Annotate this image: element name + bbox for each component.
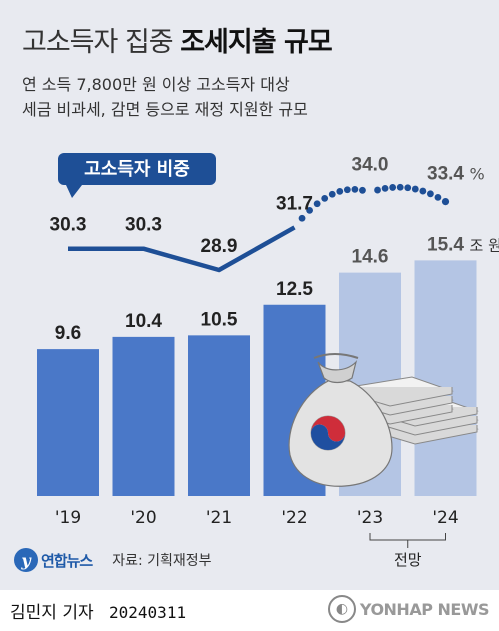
line-projection-dot: [321, 194, 329, 202]
legend-badge-pointer: [66, 185, 82, 198]
bar-value-label-4: 14.6: [352, 247, 389, 268]
line-value-label-5: 33.4: [427, 164, 464, 185]
title-light: 고소득자 집중: [22, 27, 174, 58]
forecast-bracket: [369, 533, 446, 541]
source-row: y 연합뉴스 자료: 기획재정부: [14, 545, 212, 575]
x-tick-label-2: '21: [206, 508, 232, 528]
yonhap-brand: ◐ YONHAP NEWS: [327, 595, 490, 623]
yonhap-logo-icon: y: [14, 548, 38, 572]
page-title: 고소득자 집중 조세지출 규모: [22, 20, 333, 59]
line-projection-dot: [419, 187, 427, 195]
line-unit-label: %: [470, 165, 485, 184]
subtitle: 연 소득 7,800만 원 이상 고소득자 대상 세금 비과세, 감면 등으로 …: [22, 72, 308, 122]
line-projection-dot: [374, 186, 381, 194]
bar-2: [188, 335, 250, 496]
chart: 9.6 10.4 10.5 12.5 14.6 15.4 조 원 30.3 30.3 28.9 31…: [37, 153, 499, 570]
line-projection-dot: [441, 198, 450, 206]
x-tick-label-5: '24: [432, 508, 458, 528]
forecast-label: 전망: [394, 551, 422, 569]
line-actual: [68, 225, 296, 273]
bar-unit-label: 조 원: [470, 236, 499, 254]
date: 20240311: [109, 603, 187, 622]
logo-text: 연합뉴스: [41, 551, 93, 570]
line-value-label-0: 30.3: [50, 215, 87, 236]
line-projection-dot: [389, 184, 397, 191]
line-projection-dot: [328, 190, 336, 198]
bar-value-label-3: 12.5: [276, 279, 313, 300]
line-value-label-3: 31.7: [276, 193, 313, 214]
credit: 김민지 기자 20240311: [10, 598, 186, 623]
line-projection-dot: [313, 200, 321, 208]
money-illustration-icon: [288, 353, 479, 487]
subtitle-line-1: 연 소득 7,800만 원 이상 고소득자 대상: [22, 75, 290, 94]
bar-0: [37, 349, 99, 496]
line-projection-dot: [396, 183, 404, 191]
line-projection-dot: [343, 186, 351, 194]
line-projection-dot: [306, 206, 313, 214]
footer: 김민지 기자 20240311 ◐ YONHAP NEWS: [0, 590, 499, 631]
line-projection-dot: [427, 190, 434, 198]
x-tick-label-0: '19: [55, 508, 81, 528]
line-projection-dot: [404, 184, 412, 192]
line-projection-dot: [434, 193, 442, 201]
line-value-label-2: 28.9: [201, 236, 238, 257]
x-tick-label-1: '20: [130, 508, 156, 528]
bar-value-label-1: 10.4: [125, 311, 162, 332]
x-tick-label-4: '23: [357, 508, 383, 528]
line-projection-dot: [381, 184, 389, 192]
title-bold: 조세지출 규모: [180, 27, 332, 58]
line-projection-dot: [411, 185, 419, 193]
bar-value-label-2: 10.5: [201, 309, 238, 330]
legend-label: 고소득자 비중: [84, 159, 190, 180]
bar-5: [414, 260, 477, 496]
bar-value-label-0: 9.6: [55, 323, 81, 344]
x-tick-label-3: '22: [281, 508, 307, 528]
line-value-label-1: 30.3: [125, 215, 162, 236]
author: 김민지 기자: [10, 603, 94, 623]
bar-value-label-5: 15.4: [427, 234, 464, 255]
brand-text: YONHAP NEWS: [359, 599, 490, 619]
legend-badge: [58, 153, 216, 185]
line-projection-dot: [298, 214, 306, 222]
subtitle-line-2: 세금 비과세, 감면 등으로 재정 지원한 규모: [22, 100, 308, 119]
line-projection-dot: [359, 186, 366, 194]
line-projection-dot: [351, 185, 359, 193]
globe-icon: ◐: [327, 595, 356, 623]
source-label: 자료: 기획재정부: [112, 553, 212, 569]
forecast-label-bg: [385, 548, 430, 570]
bar-1: [112, 336, 175, 496]
line-value-label-4: 34.0: [352, 154, 389, 175]
line-projection-dot: [336, 187, 344, 195]
